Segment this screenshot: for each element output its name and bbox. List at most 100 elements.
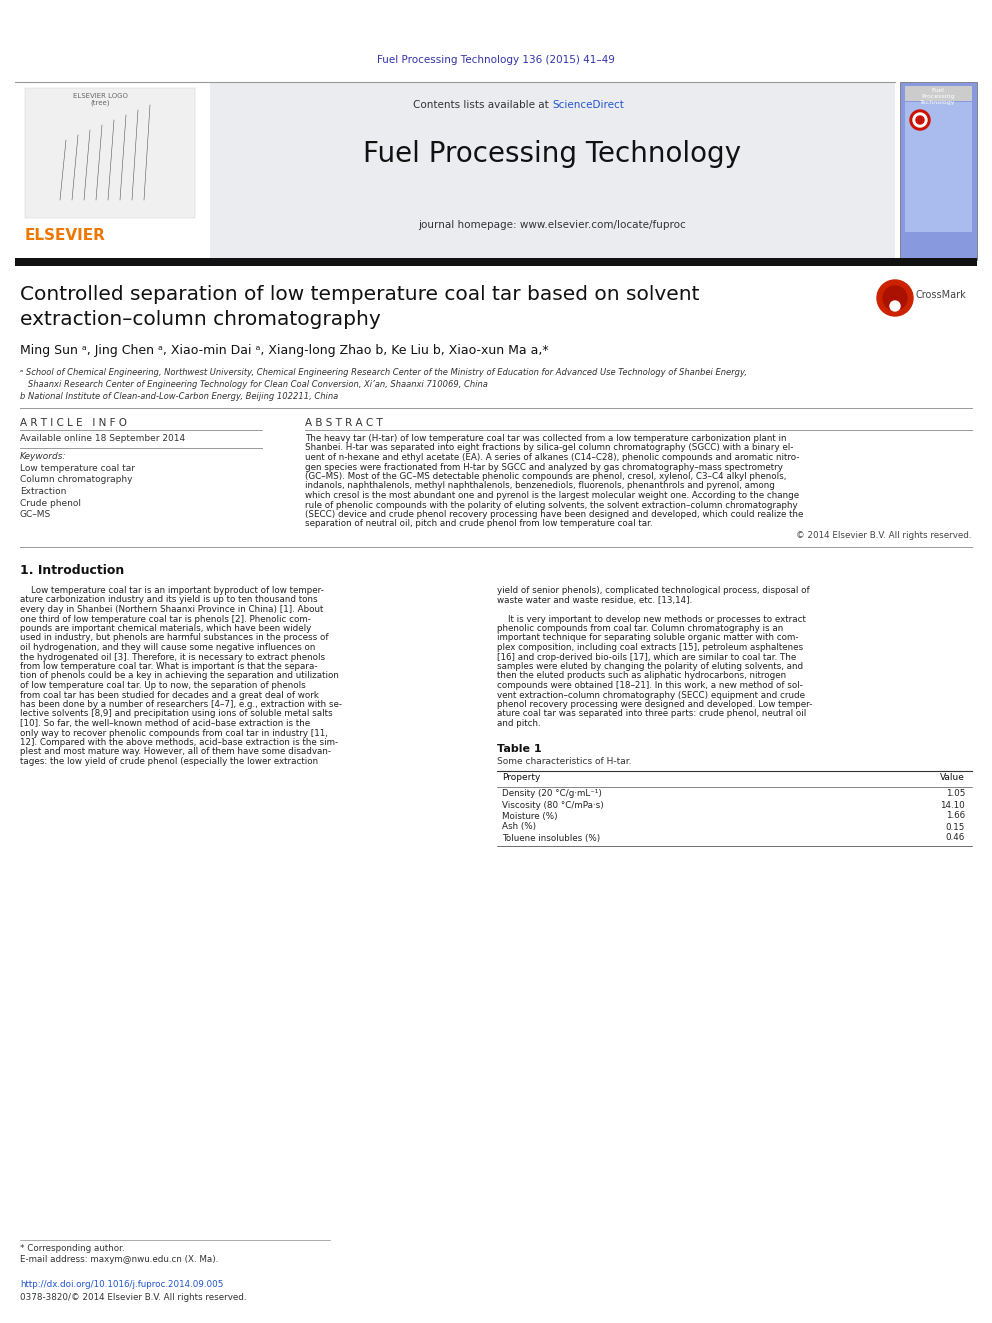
Text: (SECC) device and crude phenol recovery processing have been designed and develo: (SECC) device and crude phenol recovery …	[305, 509, 804, 519]
Text: http://dx.doi.org/10.1016/j.fuproc.2014.09.005: http://dx.doi.org/10.1016/j.fuproc.2014.…	[20, 1279, 223, 1289]
Text: Some characteristics of H-tar.: Some characteristics of H-tar.	[497, 757, 632, 766]
Text: The heavy tar (H-tar) of low temperature coal tar was collected from a low tempe: The heavy tar (H-tar) of low temperature…	[305, 434, 787, 443]
Text: 0.46: 0.46	[945, 833, 965, 843]
Text: Property: Property	[502, 774, 541, 782]
Text: b National Institute of Clean-and-Low-Carbon Energy, Beijing 102211, China: b National Institute of Clean-and-Low-Ca…	[20, 392, 338, 401]
Text: Viscosity (80 °C/mPa·s): Viscosity (80 °C/mPa·s)	[502, 800, 604, 810]
Bar	[25, 89, 195, 218]
Text: indanols, naphthalenols, methyl naphthalenols, benzenediols, fluorenols, phenant: indanols, naphthalenols, methyl naphthal…	[305, 482, 775, 491]
Text: phenol recovery processing were designed and developed. Low temper-: phenol recovery processing were designed…	[497, 700, 812, 709]
Text: Extraction: Extraction	[20, 487, 66, 496]
Text: Shaanxi Research Center of Engineering Technology for Clean Coal Conversion, Xi’: Shaanxi Research Center of Engineering T…	[20, 380, 488, 389]
Text: Low temperature coal tar: Low temperature coal tar	[20, 464, 135, 474]
Text: Available online 18 September 2014: Available online 18 September 2014	[20, 434, 186, 443]
Text: ᵃ School of Chemical Engineering, Northwest University, Chemical Engineering Res: ᵃ School of Chemical Engineering, Northw…	[20, 368, 747, 377]
Bar	[15, 258, 977, 266]
Text: every day in Shanbei (Northern Shaanxi Province in China) [1]. About: every day in Shanbei (Northern Shaanxi P…	[20, 605, 323, 614]
Text: Fuel Processing Technology 136 (2015) 41–49: Fuel Processing Technology 136 (2015) 41…	[377, 56, 615, 65]
Text: and pitch.: and pitch.	[497, 718, 541, 728]
Text: then the eluted products such as aliphatic hydrocarbons, nitrogen: then the eluted products such as aliphat…	[497, 672, 786, 680]
Text: samples were eluted by changing the polarity of eluting solvents, and: samples were eluted by changing the pola…	[497, 662, 804, 671]
Text: [10]. So far, the well–known method of acid–base extraction is the: [10]. So far, the well–known method of a…	[20, 718, 310, 728]
Text: the hydrogenated oil [3]. Therefore, it is necessary to extract phenols: the hydrogenated oil [3]. Therefore, it …	[20, 652, 325, 662]
Text: vent extraction–column chromatography (SECC) equipment and crude: vent extraction–column chromatography (S…	[497, 691, 805, 700]
Text: one third of low temperature coal tar is phenols [2]. Phenolic com-: one third of low temperature coal tar is…	[20, 614, 310, 623]
Text: ature coal tar was separated into three parts: crude phenol, neutral oil: ature coal tar was separated into three …	[497, 709, 806, 718]
Text: plest and most mature way. However, all of them have some disadvan-: plest and most mature way. However, all …	[20, 747, 331, 757]
Text: lective solvents [8,9] and precipitation using ions of soluble metal salts: lective solvents [8,9] and precipitation…	[20, 709, 332, 718]
Text: Ash (%): Ash (%)	[502, 823, 536, 831]
Text: oil hydrogenation, and they will cause some negative influences on: oil hydrogenation, and they will cause s…	[20, 643, 315, 652]
Circle shape	[877, 280, 913, 316]
Text: of low temperature coal tar. Up to now, the separation of phenols: of low temperature coal tar. Up to now, …	[20, 681, 306, 691]
Text: Keywords:: Keywords:	[20, 452, 66, 460]
Text: 0.15: 0.15	[945, 823, 965, 831]
Text: Value: Value	[940, 774, 965, 782]
Text: Moisture (%): Moisture (%)	[502, 811, 558, 820]
Circle shape	[883, 286, 907, 310]
Text: Column chromatography: Column chromatography	[20, 475, 133, 484]
Text: A B S T R A C T: A B S T R A C T	[305, 418, 383, 429]
Text: CrossMark: CrossMark	[916, 290, 967, 300]
Text: rule of phenolic compounds with the polarity of eluting solvents, the solvent ex: rule of phenolic compounds with the pola…	[305, 500, 798, 509]
Text: It is very important to develop new methods or processes to extract: It is very important to develop new meth…	[497, 614, 806, 623]
Bar	[905, 86, 972, 101]
Text: journal homepage: www.elsevier.com/locate/fuproc: journal homepage: www.elsevier.com/locat…	[418, 220, 685, 230]
Bar	[210, 82, 895, 261]
Text: Toluene insolubles (%): Toluene insolubles (%)	[502, 833, 600, 843]
Text: ELSEVIER: ELSEVIER	[25, 228, 106, 243]
Text: only way to recover phenolic compounds from coal tar in industry [11,: only way to recover phenolic compounds f…	[20, 729, 328, 737]
Bar	[905, 102, 972, 232]
Text: 1.05: 1.05	[945, 790, 965, 799]
Text: which cresol is the most abundant one and pyrenol is the largest molecular weigh: which cresol is the most abundant one an…	[305, 491, 800, 500]
Text: important technique for separating soluble organic matter with com-: important technique for separating solub…	[497, 634, 799, 643]
Text: tages: the low yield of crude phenol (especially the lower extraction: tages: the low yield of crude phenol (es…	[20, 757, 318, 766]
Text: extraction–column chromatography: extraction–column chromatography	[20, 310, 381, 329]
Text: 0378-3820/© 2014 Elsevier B.V. All rights reserved.: 0378-3820/© 2014 Elsevier B.V. All right…	[20, 1293, 246, 1302]
Text: Shanbei. H-tar was separated into eight fractions by silica-gel column chromatog: Shanbei. H-tar was separated into eight …	[305, 443, 794, 452]
Circle shape	[913, 112, 927, 127]
Text: E-mail address: maxym@nwu.edu.cn (X. Ma).: E-mail address: maxym@nwu.edu.cn (X. Ma)…	[20, 1256, 218, 1263]
Text: phenolic compounds from coal tar. Column chromatography is an: phenolic compounds from coal tar. Column…	[497, 624, 784, 632]
Bar	[900, 82, 977, 261]
Text: A R T I C L E   I N F O: A R T I C L E I N F O	[20, 418, 127, 429]
Text: Ming Sun ᵃ, Jing Chen ᵃ, Xiao-min Dai ᵃ, Xiang-long Zhao b, Ke Liu b, Xiao-xun M: Ming Sun ᵃ, Jing Chen ᵃ, Xiao-min Dai ᵃ,…	[20, 344, 549, 357]
Text: from low temperature coal tar. What is important is that the separa-: from low temperature coal tar. What is i…	[20, 662, 317, 671]
Text: Fuel Processing Technology: Fuel Processing Technology	[363, 140, 741, 168]
Text: 1. Introduction: 1. Introduction	[20, 564, 124, 577]
Circle shape	[916, 116, 924, 124]
Text: Controlled separation of low temperature coal tar based on solvent: Controlled separation of low temperature…	[20, 284, 699, 304]
Text: 14.10: 14.10	[940, 800, 965, 810]
Text: from coal tar has been studied for decades and a great deal of work: from coal tar has been studied for decad…	[20, 691, 318, 700]
Text: waste water and waste residue, etc. [13,14].: waste water and waste residue, etc. [13,…	[497, 595, 692, 605]
Text: ature carbonization industry and its yield is up to ten thousand tons: ature carbonization industry and its yie…	[20, 595, 317, 605]
Text: Density (20 °C/g·mL⁻¹): Density (20 °C/g·mL⁻¹)	[502, 790, 602, 799]
Circle shape	[890, 302, 900, 311]
Text: * Corresponding author.: * Corresponding author.	[20, 1244, 125, 1253]
Text: compounds were obtained [18–21]. In this work, a new method of sol-: compounds were obtained [18–21]. In this…	[497, 681, 803, 691]
Text: Contents lists available at: Contents lists available at	[413, 101, 552, 110]
Text: yield of senior phenols), complicated technological process, disposal of: yield of senior phenols), complicated te…	[497, 586, 809, 595]
Text: GC–MS: GC–MS	[20, 509, 52, 519]
Bar	[15, 82, 210, 261]
Text: used in industry, but phenols are harmful substances in the process of: used in industry, but phenols are harmfu…	[20, 634, 328, 643]
Text: Low temperature coal tar is an important byproduct of low temper-: Low temperature coal tar is an important…	[20, 586, 323, 595]
Text: 1.66: 1.66	[946, 811, 965, 820]
Text: [16] and crop-derived bio-oils [17], which are similar to coal tar. The: [16] and crop-derived bio-oils [17], whi…	[497, 652, 797, 662]
Text: Table 1: Table 1	[497, 744, 542, 754]
Circle shape	[910, 110, 930, 130]
Text: ELSEVIER LOGO
(tree): ELSEVIER LOGO (tree)	[72, 93, 127, 106]
Text: © 2014 Elsevier B.V. All rights reserved.: © 2014 Elsevier B.V. All rights reserved…	[797, 531, 972, 540]
Text: uent of n-hexane and ethyl acetate (EA). A series of alkanes (C14–C28), phenolic: uent of n-hexane and ethyl acetate (EA).…	[305, 452, 800, 462]
Text: plex composition, including coal extracts [15], petroleum asphaltenes: plex composition, including coal extract…	[497, 643, 804, 652]
Text: Crude phenol: Crude phenol	[20, 499, 81, 508]
Text: gen species were fractionated from H-tar by SGCC and analyzed by gas chromatogra: gen species were fractionated from H-tar…	[305, 463, 783, 471]
Text: pounds are important chemical materials, which have been widely: pounds are important chemical materials,…	[20, 624, 311, 632]
Text: Fuel
Processing
Technology: Fuel Processing Technology	[921, 89, 955, 105]
Text: ScienceDirect: ScienceDirect	[552, 101, 624, 110]
Text: tion of phenols could be a key in achieving the separation and utilization: tion of phenols could be a key in achiev…	[20, 672, 339, 680]
Text: separation of neutral oil, pitch and crude phenol from low temperature coal tar.: separation of neutral oil, pitch and cru…	[305, 520, 653, 528]
Text: 12]. Compared with the above methods, acid–base extraction is the sim-: 12]. Compared with the above methods, ac…	[20, 738, 338, 747]
Text: (GC–MS). Most of the GC–MS detectable phenolic compounds are phenol, cresol, xyl: (GC–MS). Most of the GC–MS detectable ph…	[305, 472, 787, 482]
Text: has been done by a number of researchers [4–7], e.g., extraction with se-: has been done by a number of researchers…	[20, 700, 342, 709]
